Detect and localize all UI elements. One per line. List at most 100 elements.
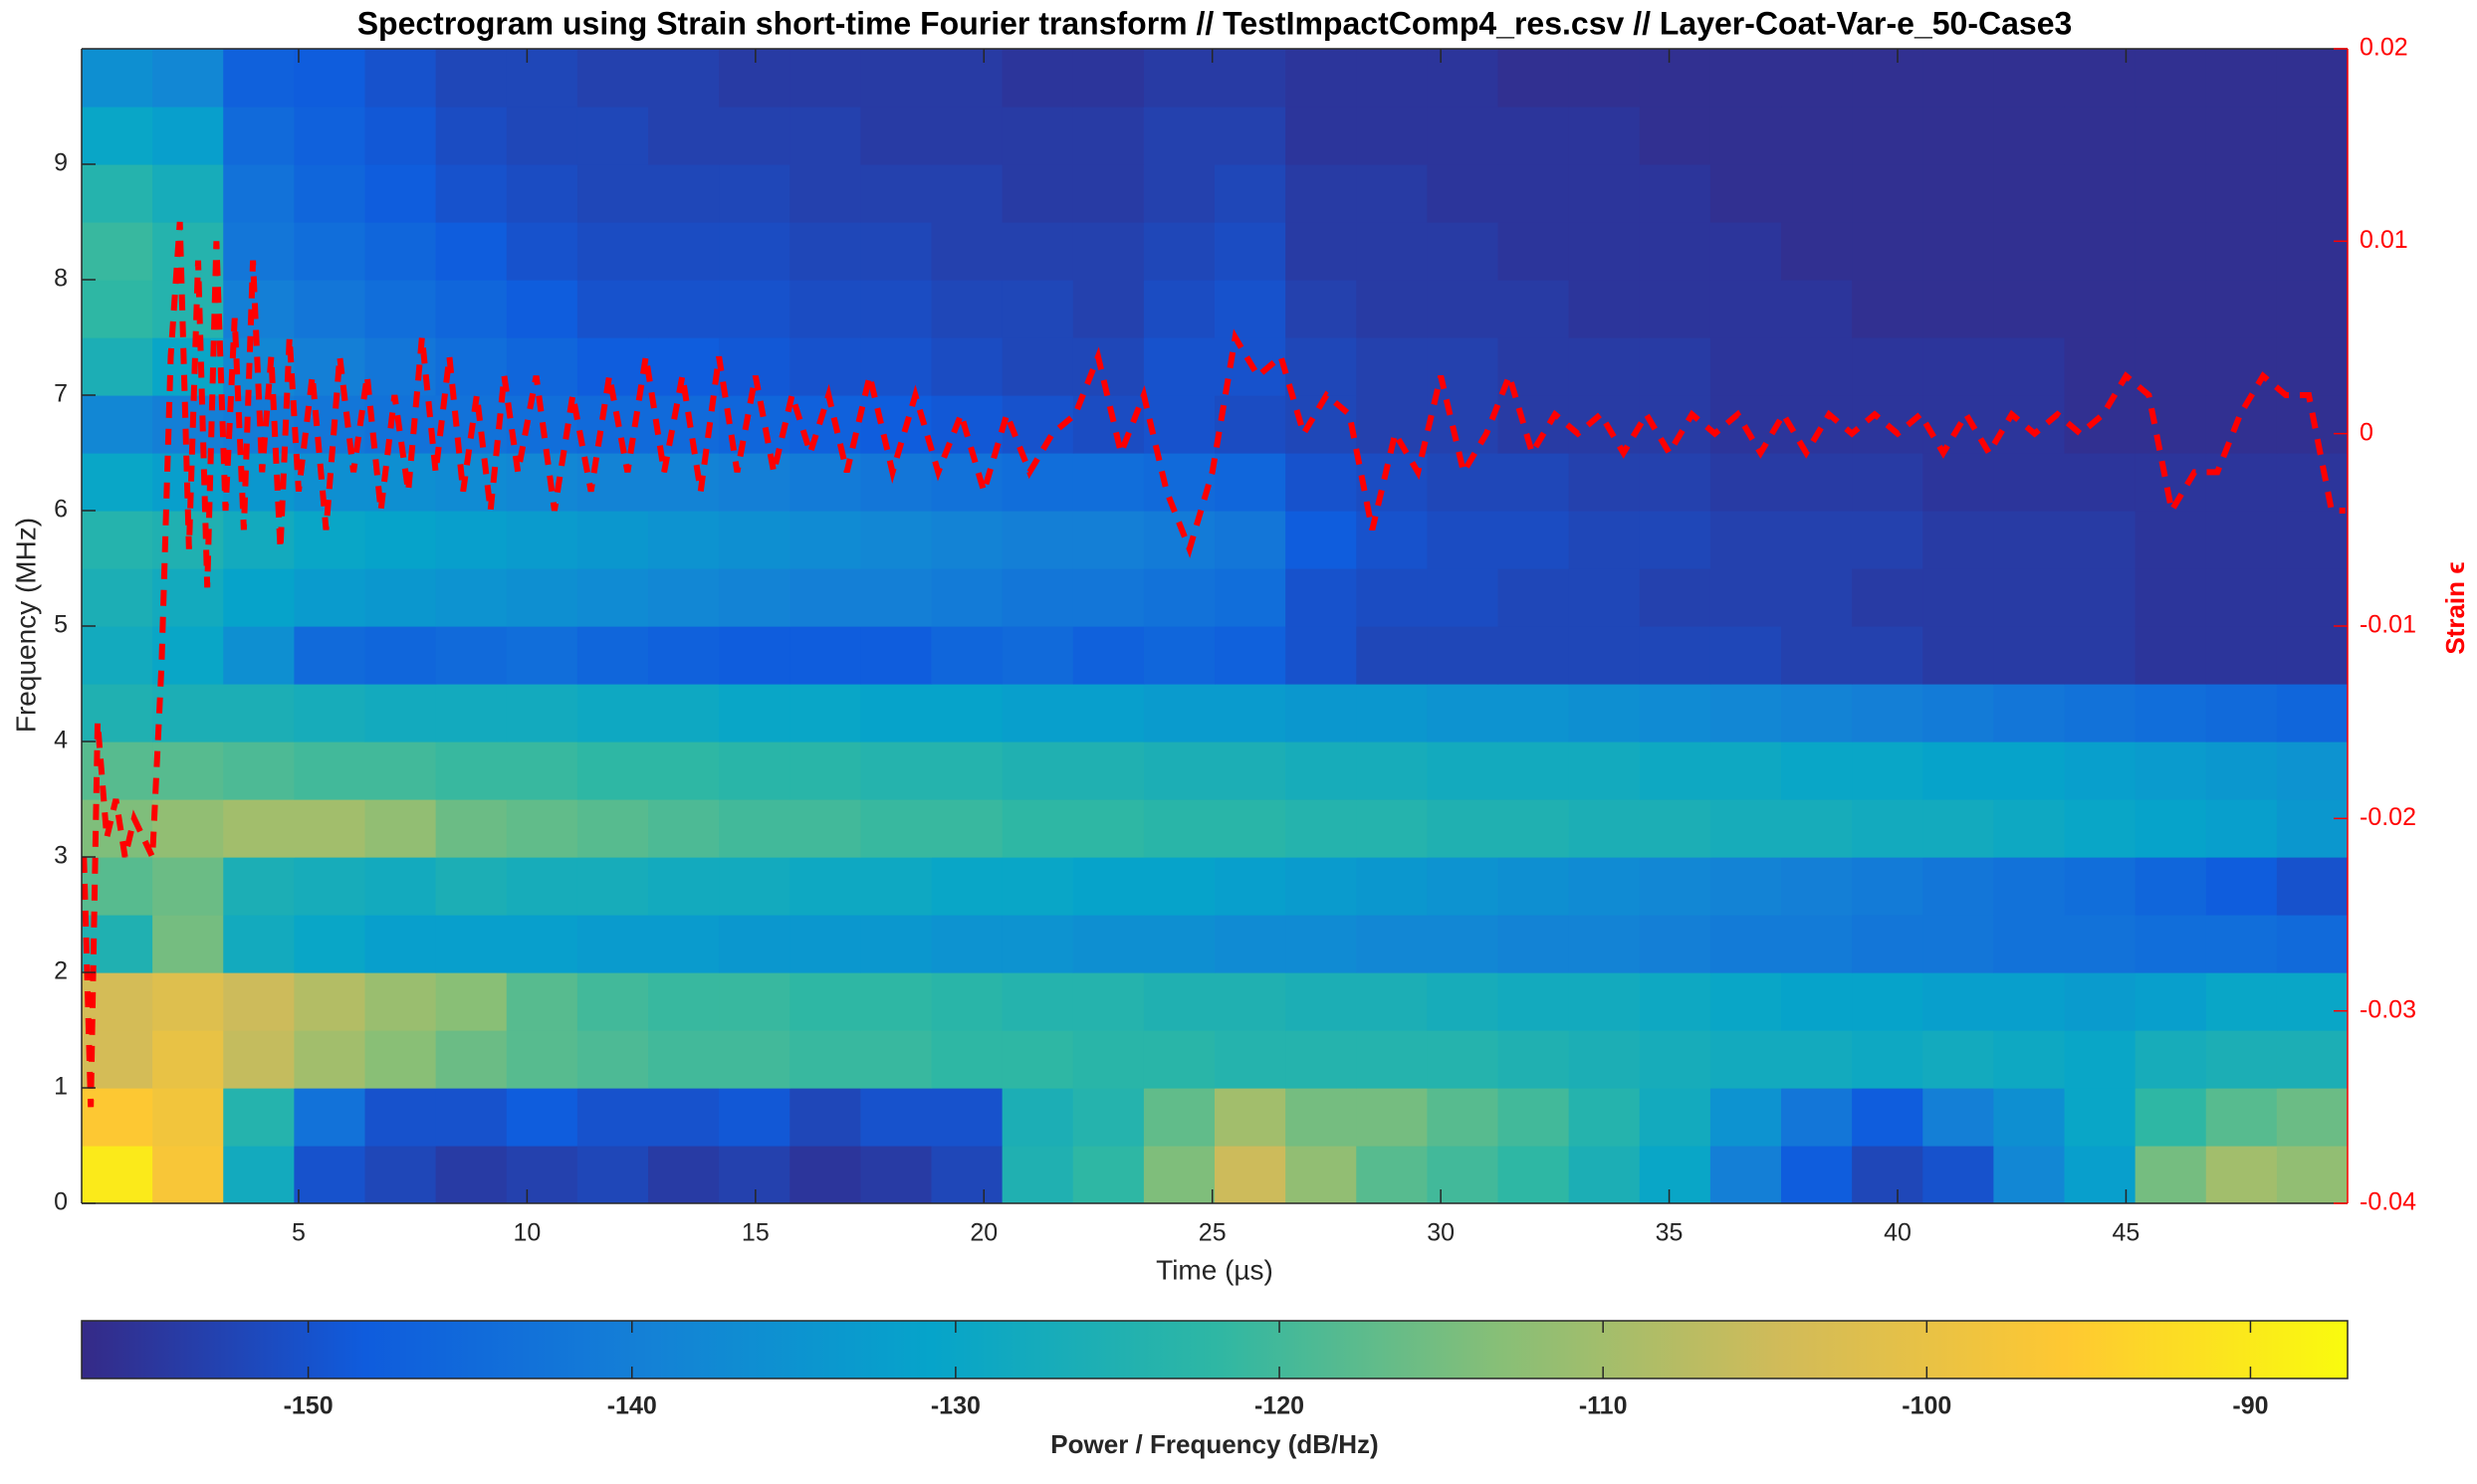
heatmap-cell xyxy=(1497,222,1570,281)
heatmap-cell xyxy=(1356,799,1428,858)
heatmap-cell xyxy=(506,684,578,742)
heatmap-cell xyxy=(1072,337,1145,396)
heatmap-cell xyxy=(2276,280,2348,338)
heatmap-cell xyxy=(1639,799,1711,858)
heatmap-cell xyxy=(1709,337,1782,396)
heatmap-cell xyxy=(1852,1088,1923,1147)
chart-title: Spectrogram using Strain short-time Four… xyxy=(357,5,2073,41)
heatmap-cell xyxy=(2276,106,2348,165)
heatmap-cell xyxy=(1356,626,1428,685)
heatmap-cell xyxy=(294,915,366,973)
colorbar-tick-label: -100 xyxy=(1902,1392,1951,1420)
heatmap-cell xyxy=(1215,568,1286,627)
heatmap-cell xyxy=(860,280,933,338)
heatmap-cell xyxy=(1993,568,2066,627)
heatmap-cell xyxy=(789,1088,861,1147)
y-tick-label: 0 xyxy=(54,1188,68,1216)
heatmap-cell xyxy=(2205,49,2278,107)
heatmap-cell xyxy=(506,799,578,858)
heatmap-cell xyxy=(1993,972,2066,1031)
heatmap-cell xyxy=(364,626,437,685)
heatmap-cell xyxy=(223,857,295,916)
heatmap-cell xyxy=(1002,106,1074,165)
heatmap-cell xyxy=(1356,1030,1428,1089)
heatmap-cell xyxy=(364,1030,437,1089)
heatmap-cell xyxy=(1002,337,1074,396)
heatmap-cell xyxy=(1427,972,1499,1031)
heatmap-cell xyxy=(1852,106,1923,165)
heatmap-cell xyxy=(294,799,366,858)
heatmap-cell xyxy=(2276,1030,2348,1089)
heatmap-cell xyxy=(1143,49,1216,107)
heatmap-cell xyxy=(1781,395,1853,454)
colorbar-tick-label: -140 xyxy=(607,1392,657,1420)
heatmap-cell xyxy=(860,1030,933,1089)
heatmap-cell xyxy=(2205,280,2278,338)
heatmap-cell xyxy=(1215,49,1286,107)
heatmap-cell xyxy=(364,164,437,223)
heatmap-cell xyxy=(719,106,790,165)
heatmap-cell xyxy=(789,915,861,973)
heatmap-cell xyxy=(2135,915,2207,973)
heatmap-cell xyxy=(2276,222,2348,281)
heatmap-cell xyxy=(1002,1146,1074,1203)
heatmap-cell xyxy=(1215,799,1286,858)
heatmap-cell xyxy=(1568,222,1641,281)
heatmap-cell xyxy=(1639,511,1711,569)
heatmap-cell xyxy=(1781,222,1853,281)
heatmap-cell xyxy=(2276,1088,2348,1147)
heatmap-cell xyxy=(1852,972,1923,1031)
heatmap-cell xyxy=(1497,799,1570,858)
heatmap-cell xyxy=(860,511,933,569)
heatmap-cell xyxy=(1497,106,1570,165)
heatmap-cell xyxy=(1285,106,1357,165)
heatmap-cell xyxy=(1852,568,1923,627)
heatmap-cell xyxy=(2276,915,2348,973)
heatmap-cell xyxy=(1002,280,1074,338)
heatmap-cell xyxy=(1852,453,1923,512)
heatmap-cell xyxy=(152,49,224,107)
heatmap-cell xyxy=(1215,453,1286,512)
heatmap-cell xyxy=(1852,626,1923,685)
heatmap-cell xyxy=(931,1088,1004,1147)
heatmap-cell xyxy=(648,857,720,916)
heatmap-cell xyxy=(789,1030,861,1089)
heatmap-cell xyxy=(1002,684,1074,742)
heatmap-cell xyxy=(860,915,933,973)
heatmap-cell xyxy=(506,511,578,569)
heatmap-cell xyxy=(82,511,153,569)
heatmap-cell xyxy=(1427,684,1499,742)
y-tick-label: 8 xyxy=(54,265,68,293)
heatmap-cell xyxy=(1497,1030,1570,1089)
heatmap-cell xyxy=(2276,684,2348,742)
y2-tick-label: -0.02 xyxy=(2360,803,2416,831)
heatmap-cell xyxy=(719,915,790,973)
heatmap-cell xyxy=(576,857,649,916)
heatmap-cell xyxy=(1497,49,1570,107)
heatmap-cell xyxy=(1781,1030,1853,1089)
heatmap-cell xyxy=(1852,222,1923,281)
heatmap-cell xyxy=(576,568,649,627)
heatmap-cell xyxy=(1072,1088,1145,1147)
heatmap-cell xyxy=(435,280,508,338)
heatmap-cell xyxy=(1709,1030,1782,1089)
heatmap-cell xyxy=(1639,337,1711,396)
heatmap-cell xyxy=(506,280,578,338)
heatmap-cell xyxy=(1852,49,1923,107)
heatmap-cell xyxy=(294,568,366,627)
heatmap-cell xyxy=(506,106,578,165)
heatmap-cell xyxy=(719,1030,790,1089)
heatmap-cell xyxy=(294,1146,366,1203)
heatmap-cell xyxy=(719,395,790,454)
y2-tick-label: -0.01 xyxy=(2360,611,2416,639)
heatmap-cell xyxy=(1781,568,1853,627)
heatmap-cell xyxy=(1922,626,1994,685)
heatmap-cell xyxy=(364,280,437,338)
heatmap-cell xyxy=(1709,395,1782,454)
heatmap-cell xyxy=(931,222,1004,281)
heatmap-cell xyxy=(1427,857,1499,916)
heatmap-cell xyxy=(2064,742,2137,800)
heatmap-cell xyxy=(931,684,1004,742)
heatmap-cell xyxy=(2064,799,2137,858)
heatmap-cell xyxy=(2135,857,2207,916)
